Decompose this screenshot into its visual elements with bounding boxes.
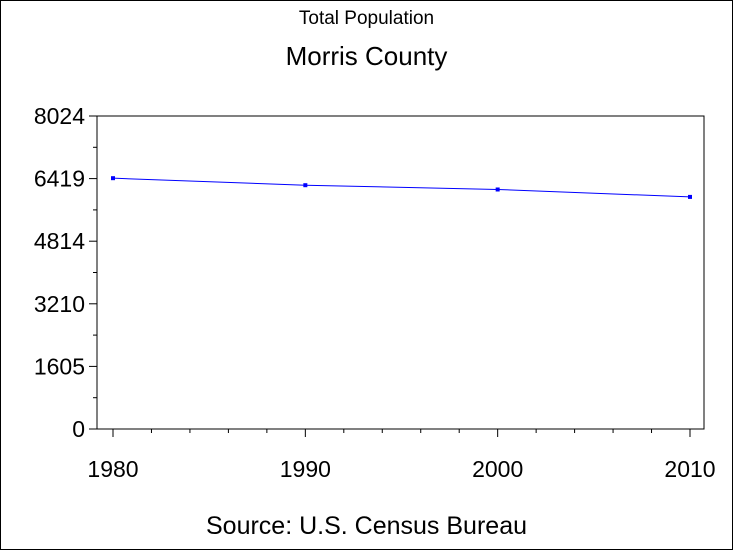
y-tick-label: 8024	[34, 103, 85, 129]
data-point	[303, 183, 308, 188]
chart-footnote: Source: U.S. Census Bureau	[206, 512, 527, 540]
y-tick-label: 3210	[34, 291, 85, 317]
data-point	[111, 176, 115, 181]
data-point	[495, 187, 500, 192]
chart-title: Morris County	[285, 41, 448, 71]
x-tick-label: 2010	[664, 456, 715, 482]
y-tick-label: 1605	[34, 353, 85, 379]
data-point	[688, 194, 692, 199]
y-tick-label: 0	[72, 416, 85, 442]
chart-supertitle: Total Population	[298, 8, 435, 29]
series-line	[112, 177, 691, 198]
x-tick-label: 1990	[280, 456, 331, 482]
plot-area-frame	[96, 115, 705, 430]
x-tick-label: 2000	[472, 456, 523, 482]
y-tick-label: 6419	[34, 166, 85, 192]
x-tick-label: 1980	[87, 456, 138, 482]
y-tick-label: 4814	[34, 228, 85, 254]
